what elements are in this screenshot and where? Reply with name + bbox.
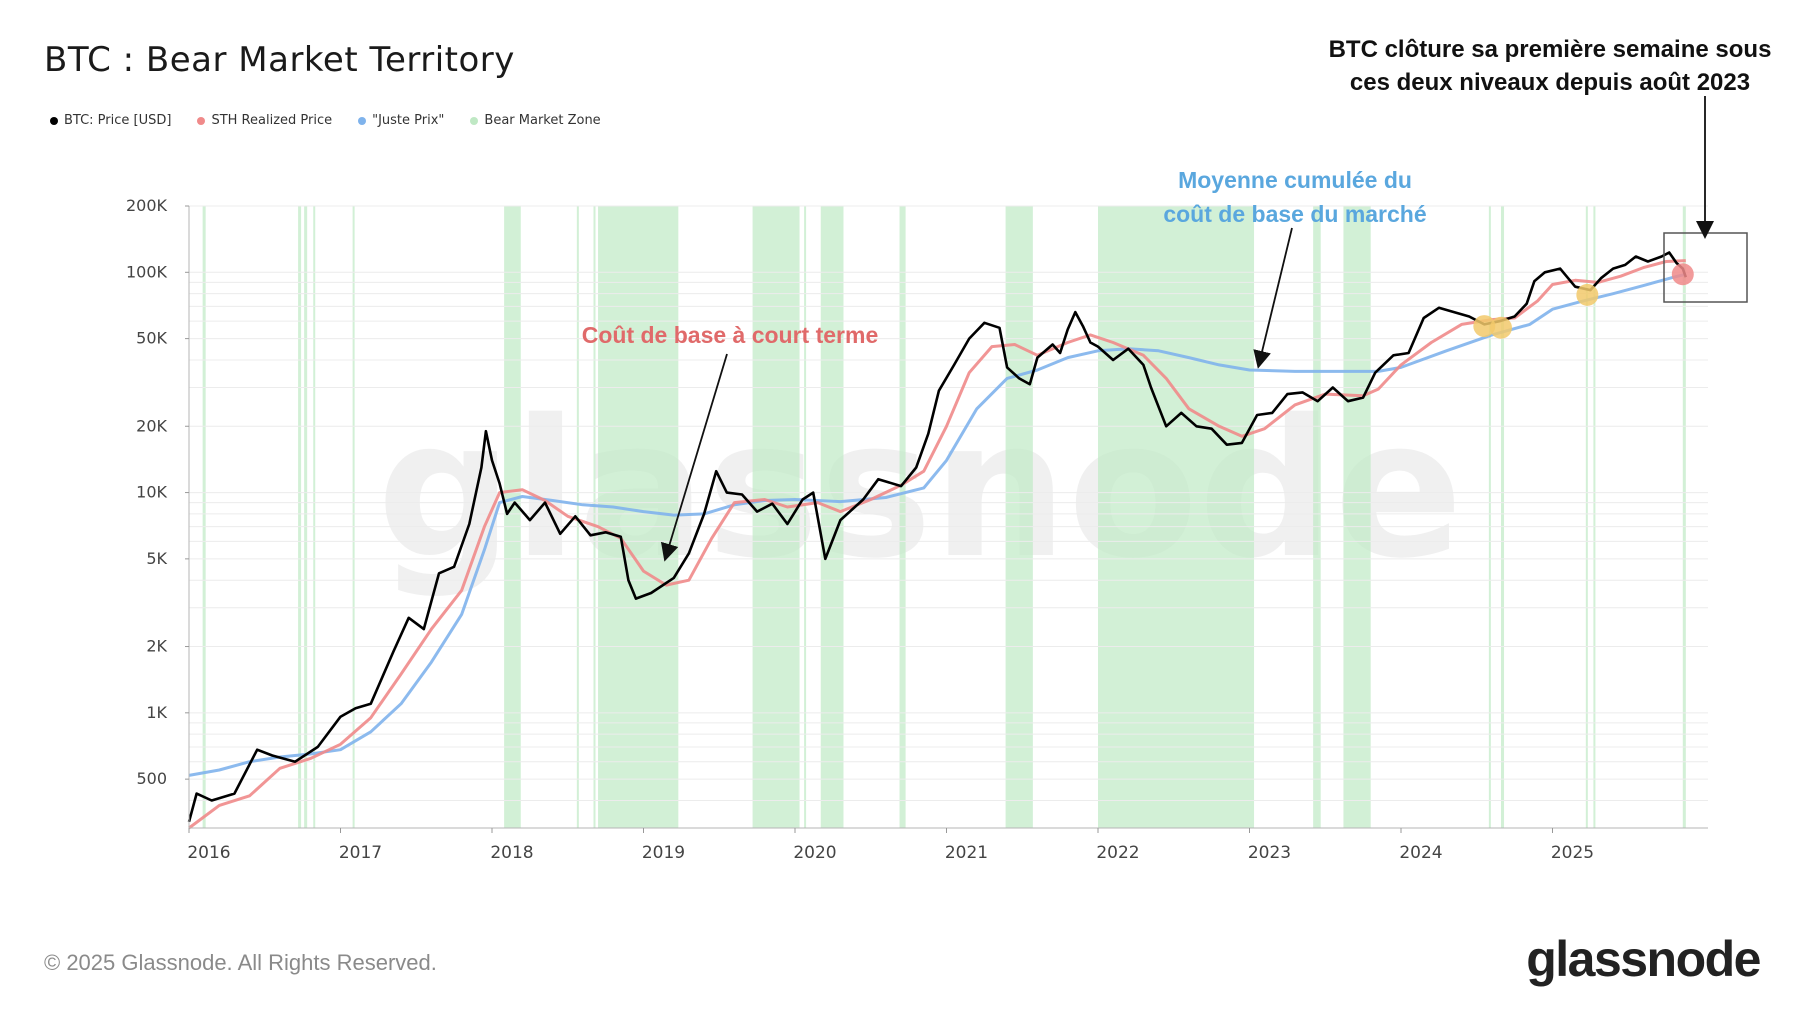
bear-zone-13	[1005, 206, 1033, 828]
marker-0	[1473, 315, 1496, 338]
x-tick-label-5: 2021	[945, 843, 988, 863]
marker-2	[1576, 283, 1599, 306]
top-note-line2: ces deux niveaux depuis août 2023	[1349, 69, 1751, 96]
y-tick-label-3: 5K	[146, 549, 167, 568]
bear-zone-5	[504, 206, 521, 828]
y-tick-label-7: 100K	[126, 262, 168, 281]
top-note: BTC clôture sa première semaine sous ces…	[1320, 33, 1780, 99]
y-tick-label-5: 20K	[136, 416, 167, 435]
top-note-line1: BTC clôture sa première semaine sous	[1328, 36, 1772, 63]
y-tick-label-1: 1K	[146, 703, 167, 722]
x-tick-label-8: 2024	[1399, 843, 1442, 863]
x-tick-label-1: 2017	[339, 843, 382, 863]
bear-zone-12	[899, 206, 906, 828]
bear-zone-20	[1593, 206, 1596, 828]
annotation-market-cost-basis: Moyenne cumulée du coût de base du march…	[1140, 163, 1450, 231]
x-tick-label-3: 2019	[642, 843, 685, 863]
legend-item-price[interactable]: BTC: Price [USD]	[50, 113, 171, 128]
bear-zone-10	[804, 206, 807, 828]
copyright: © 2025 Glassnode. All Rights Reserved.	[44, 950, 437, 975]
legend-label-juste-prix: "Juste Prix"	[372, 113, 445, 128]
bear-zone-11	[820, 206, 844, 828]
bear-zone-7	[593, 206, 596, 828]
bear-zone-18	[1500, 206, 1505, 828]
y-tick-label-0: 500	[136, 769, 167, 788]
y-tick-label-2: 2K	[146, 637, 167, 656]
y-tick-label-4: 10K	[136, 483, 167, 502]
bear-zone-4	[352, 206, 355, 828]
marker-3	[1671, 263, 1694, 286]
legend-dot-bear-zone	[470, 116, 479, 125]
x-tick-label-9: 2025	[1551, 843, 1594, 863]
legend-dot-sth	[197, 116, 206, 125]
annotation-blue-line2: coût de base du marché	[1163, 201, 1427, 227]
arrow-market-cost-basis	[1253, 227, 1293, 369]
legend-item-bear-zone[interactable]: Bear Market Zone	[470, 113, 601, 128]
legend-dot-juste-prix	[358, 116, 367, 125]
bear-zone-8	[598, 206, 679, 828]
x-tick-label-6: 2022	[1096, 843, 1139, 863]
legend: BTC: Price [USD] STH Realized Price "Jus…	[50, 113, 601, 128]
bear-zone-1	[298, 206, 302, 828]
legend-dot-price	[50, 116, 58, 125]
arrow-sth-cost-basis	[660, 353, 728, 562]
bear-zone-15	[1313, 206, 1321, 828]
bear-zone-3	[313, 206, 316, 828]
legend-item-sth[interactable]: STH Realized Price	[197, 113, 332, 128]
legend-label-bear-zone: Bear Market Zone	[484, 113, 601, 128]
bear-zone-19	[1585, 206, 1588, 828]
y-tick-label-8: 200K	[126, 196, 168, 215]
marker-1	[1489, 316, 1512, 339]
bear-zone-17	[1488, 206, 1491, 828]
glassnode-logo: glassnode	[1526, 931, 1761, 987]
bear-zone-6	[576, 206, 579, 828]
y-tick-label-6: 50K	[136, 329, 167, 348]
x-tick-label-0: 2016	[187, 843, 230, 863]
bear-zone-16	[1343, 206, 1371, 828]
annotation-blue-line1: Moyenne cumulée du	[1178, 167, 1412, 193]
x-tick-label-2: 2018	[490, 843, 533, 863]
bear-zone-21	[1682, 206, 1686, 828]
bear-zone-14	[1098, 206, 1255, 828]
series-line-sth-realized	[188, 259, 1686, 830]
x-tick-label-7: 2023	[1248, 843, 1291, 863]
legend-label-price: BTC: Price [USD]	[64, 113, 172, 128]
chart-title: BTC : Bear Market Territory	[44, 40, 515, 80]
legend-label-sth: STH Realized Price	[211, 113, 333, 128]
legend-item-juste-prix[interactable]: "Juste Prix"	[358, 113, 444, 128]
x-tick-label-4: 2020	[793, 843, 836, 863]
bear-zone-0	[202, 206, 206, 828]
annotation-sth-cost-basis: Coût de base à court terme	[581, 322, 879, 348]
series-line-juste-prix	[188, 272, 1687, 777]
bear-zone-2	[304, 206, 308, 828]
